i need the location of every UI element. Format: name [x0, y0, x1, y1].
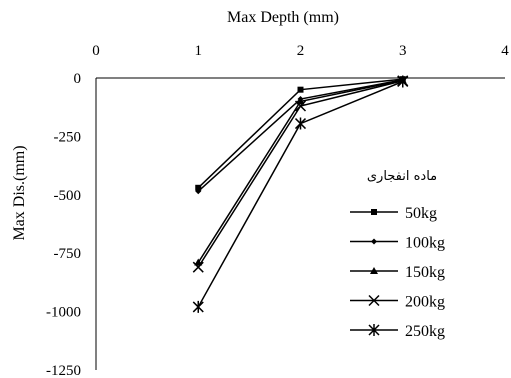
- y-tick-label: -750: [54, 246, 82, 262]
- data-point: [192, 261, 204, 273]
- legend-marker: [371, 209, 377, 215]
- legend-entry: 250kg: [350, 323, 445, 340]
- legend-marker: [370, 267, 378, 274]
- axes: [95, 77, 505, 370]
- legend-marker: [368, 294, 380, 307]
- x-axis-title: Max Depth (mm): [227, 9, 339, 26]
- legend-marker: [371, 238, 377, 245]
- y-tick-label: -250: [54, 129, 82, 145]
- x-tick-label: 1: [195, 43, 203, 59]
- legend-marker: [368, 324, 380, 336]
- y-tick-label: -1000: [46, 305, 81, 321]
- x-tick-labels: 0 1 2 3 4: [92, 43, 509, 59]
- series-250kg: [192, 75, 409, 313]
- y-tick-label: -1250: [46, 363, 81, 378]
- y-tick-label: -500: [54, 188, 82, 204]
- y-tick-label: 0: [74, 71, 82, 87]
- legend-label: 250kg: [405, 323, 445, 340]
- x-tick-label: 2: [297, 43, 305, 59]
- legend-entry: 50kg: [350, 205, 437, 222]
- x-tick-label: 3: [399, 43, 407, 59]
- legend-entry: 100kg: [350, 235, 445, 252]
- legend-label: 100kg: [405, 235, 445, 252]
- x-tick-label: 0: [92, 43, 100, 59]
- data-point: [294, 100, 307, 112]
- legend-entry: 150kg: [350, 264, 445, 281]
- data-point: [296, 97, 305, 105]
- data-point: [195, 184, 202, 191]
- legend-label: 200kg: [405, 294, 445, 311]
- legend-label: 150kg: [405, 264, 445, 281]
- plot-lines: [192, 75, 409, 313]
- data-point: [294, 117, 307, 130]
- legend-entry: 200kg: [350, 294, 445, 311]
- y-axis-title: Max Dis.(mm): [11, 145, 28, 240]
- x-tick-label: 4: [501, 43, 509, 59]
- legend-title: ماده انفجاری: [367, 169, 437, 184]
- data-point: [297, 86, 304, 93]
- data-point: [195, 188, 202, 195]
- data-point: [192, 300, 204, 313]
- legend: ماده انفجاری 50kg 100kg 150kg 200kg 250kg: [350, 169, 445, 340]
- y-tick-labels: 0 -250 -500 -750 -1000 -1250: [46, 71, 81, 378]
- legend-label: 50kg: [405, 205, 437, 222]
